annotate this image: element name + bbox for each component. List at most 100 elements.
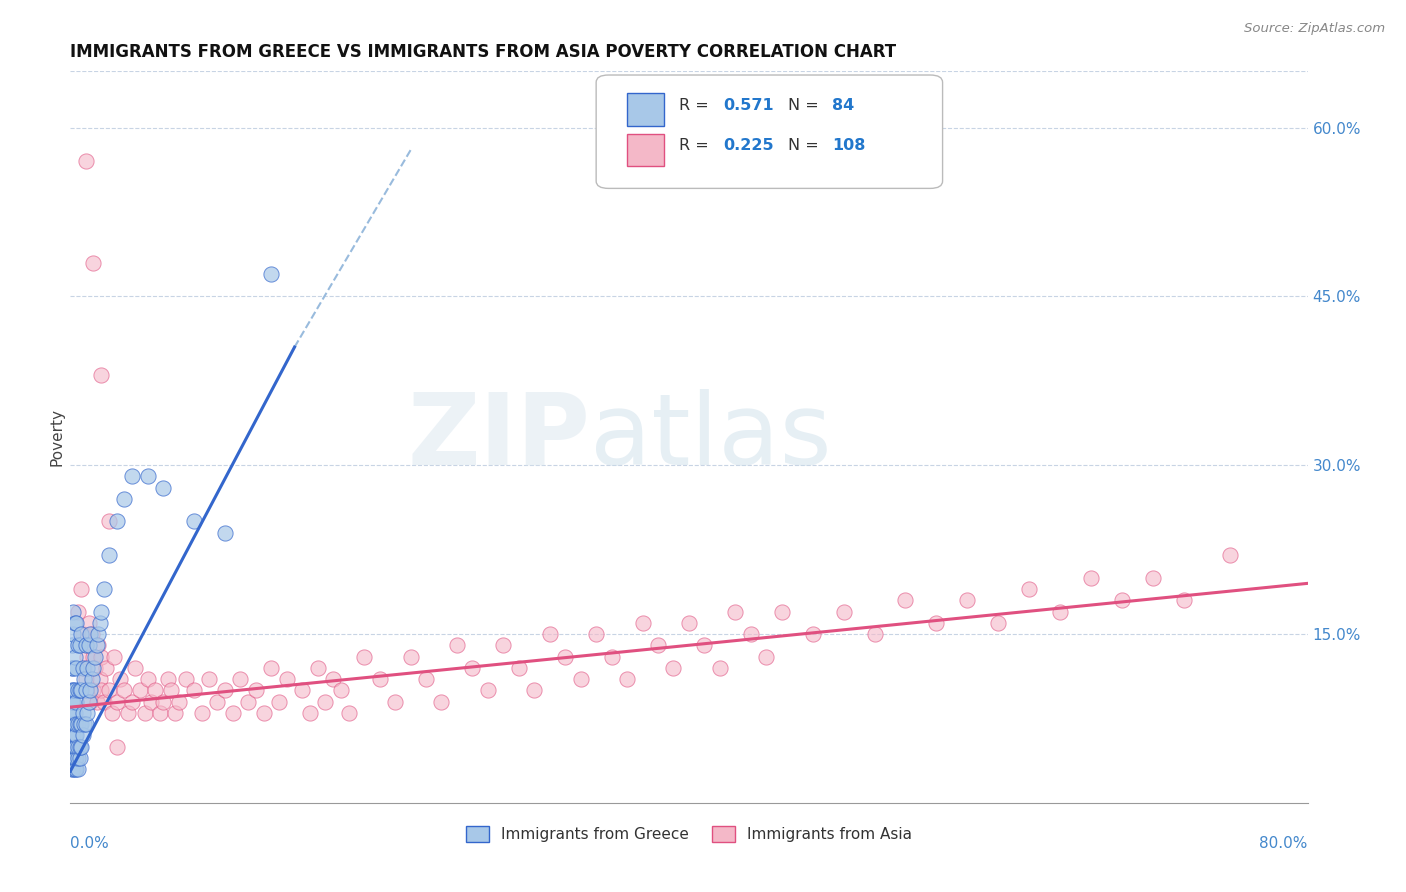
Point — [755, 649, 778, 664]
Point — [60, 728, 83, 742]
Point — [60, 694, 83, 708]
Point — [89, 672, 111, 686]
Point — [65, 751, 87, 765]
Text: N =: N = — [787, 138, 824, 153]
Point — [90, 605, 112, 619]
Point — [63, 751, 86, 765]
Point — [69, 638, 91, 652]
Point — [93, 694, 115, 708]
Y-axis label: Poverty: Poverty — [49, 408, 65, 467]
Point — [198, 672, 221, 686]
Point — [67, 717, 90, 731]
Point — [90, 683, 112, 698]
Point — [307, 661, 329, 675]
Point — [77, 638, 100, 652]
Point — [76, 661, 98, 675]
Point — [75, 154, 97, 169]
Point — [238, 694, 260, 708]
Point — [60, 706, 83, 720]
Point — [87, 638, 110, 652]
Point — [70, 582, 93, 596]
Point — [987, 615, 1010, 630]
Point — [76, 706, 98, 720]
Point — [86, 694, 108, 708]
Point — [84, 649, 107, 664]
Point — [152, 694, 174, 708]
Point — [337, 706, 360, 720]
Point — [65, 661, 87, 675]
Point — [1111, 593, 1133, 607]
Text: 0.225: 0.225 — [724, 138, 775, 153]
Point — [152, 481, 174, 495]
Point — [214, 525, 236, 540]
Point — [894, 593, 917, 607]
Point — [121, 694, 143, 708]
Point — [80, 627, 103, 641]
Point — [101, 706, 124, 720]
Point — [82, 683, 105, 698]
Point — [229, 672, 252, 686]
Point — [75, 638, 97, 652]
Point — [67, 751, 90, 765]
Point — [60, 638, 83, 652]
Point — [134, 706, 156, 720]
Point — [69, 751, 91, 765]
Point — [647, 638, 669, 652]
Text: 0.0%: 0.0% — [70, 836, 110, 851]
Point — [770, 605, 793, 619]
Point — [631, 615, 654, 630]
Point — [80, 672, 103, 686]
Point — [269, 694, 291, 708]
Point — [214, 683, 236, 698]
Point — [149, 706, 172, 720]
Point — [89, 615, 111, 630]
Point — [160, 683, 183, 698]
Point — [740, 627, 762, 641]
Text: R =: R = — [679, 138, 714, 153]
Point — [129, 683, 152, 698]
Point — [114, 491, 135, 506]
Point — [139, 694, 162, 708]
Point — [67, 638, 90, 652]
Point — [156, 672, 179, 686]
Point — [63, 739, 86, 754]
Point — [523, 683, 546, 698]
Point — [65, 717, 87, 731]
Point — [72, 661, 94, 675]
Point — [62, 717, 84, 731]
Point — [114, 683, 135, 698]
Text: N =: N = — [787, 98, 824, 113]
Point — [60, 751, 83, 765]
Point — [662, 661, 685, 675]
Point — [72, 706, 94, 720]
Point — [90, 649, 112, 664]
Text: atlas: atlas — [591, 389, 831, 485]
Point — [117, 706, 139, 720]
Point — [98, 683, 120, 698]
Point — [69, 683, 91, 698]
Text: 108: 108 — [832, 138, 866, 153]
Point — [63, 728, 86, 742]
Point — [63, 683, 86, 698]
Point — [87, 627, 110, 641]
Point — [1049, 605, 1071, 619]
Point — [72, 728, 94, 742]
Point — [72, 627, 94, 641]
Point — [167, 694, 190, 708]
FancyBboxPatch shape — [627, 134, 664, 167]
Point — [174, 672, 197, 686]
Point — [60, 717, 83, 731]
Legend: Immigrants from Greece, Immigrants from Asia: Immigrants from Greece, Immigrants from … — [458, 819, 920, 850]
Point — [709, 661, 731, 675]
Point — [63, 762, 86, 776]
Point — [75, 683, 97, 698]
Point — [260, 267, 283, 281]
Point — [430, 694, 453, 708]
Point — [384, 694, 406, 708]
Point — [207, 694, 229, 708]
Point — [105, 694, 128, 708]
Point — [70, 739, 93, 754]
Text: Source: ZipAtlas.com: Source: ZipAtlas.com — [1244, 22, 1385, 36]
Point — [585, 627, 607, 641]
Point — [63, 706, 86, 720]
